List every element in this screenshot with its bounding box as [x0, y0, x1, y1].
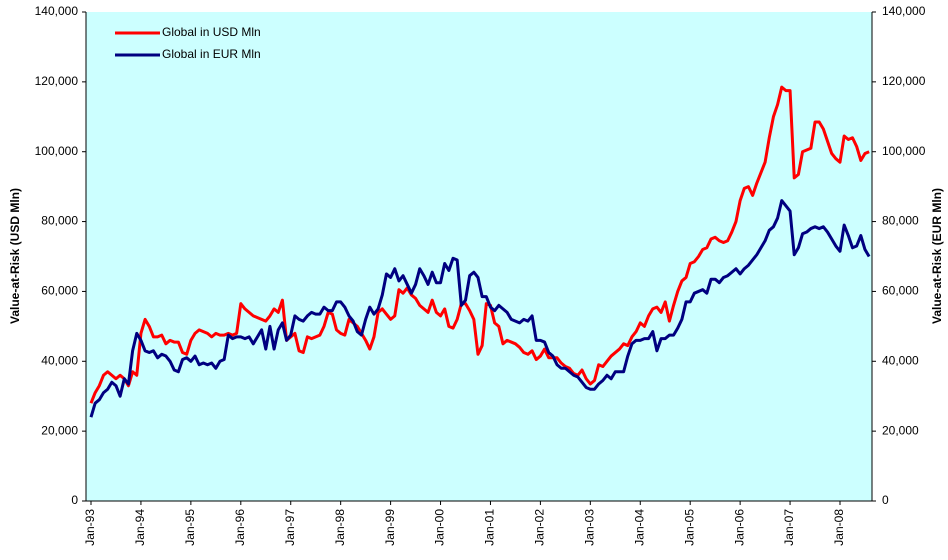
series-line [89, 199, 871, 418]
x-tick-label: Jan-95 [183, 509, 197, 546]
y-tick-label: 100,000 [35, 144, 79, 158]
x-tick-label: Jan-94 [133, 509, 147, 546]
y2-axis-label: Value-at-Risk (EUR Mln) [930, 188, 944, 324]
y-tick-label: 120,000 [35, 74, 79, 88]
x-tick-label: Jan-97 [283, 509, 297, 546]
legend-label: Global in USD Mln [162, 25, 261, 39]
x-tick-label: Jan-99 [383, 509, 397, 546]
x-tick-label: Jan-93 [83, 509, 97, 546]
y2-tick-label: 120,000 [882, 74, 926, 88]
y2-tick-label: 60,000 [882, 284, 919, 298]
x-tick-label: Jan-07 [782, 509, 796, 546]
y-tick-label: 40,000 [41, 353, 78, 367]
x-tick-label: Jan-08 [832, 509, 846, 546]
series-line [89, 85, 870, 404]
plot-area [86, 12, 872, 501]
y-tick-label: 0 [71, 493, 78, 507]
x-tick-label: Jan-02 [533, 509, 547, 546]
y-tick-label: 20,000 [41, 423, 78, 437]
y2-tick-label: 20,000 [882, 423, 919, 437]
x-tick-label: Jan-96 [233, 509, 247, 546]
x-tick-label: Jan-03 [583, 509, 597, 546]
x-tick-label: Jan-06 [732, 509, 746, 546]
y2-tick-label: 100,000 [882, 144, 926, 158]
y-tick-label: 140,000 [35, 4, 79, 18]
x-tick-label: Jan-01 [483, 509, 497, 546]
legend-label: Global in EUR Mln [162, 47, 261, 61]
y2-tick-label: 140,000 [882, 4, 926, 18]
x-tick-label: Jan-98 [333, 509, 347, 546]
x-tick-label: Jan-04 [632, 509, 646, 546]
y2-tick-label: 80,000 [882, 214, 919, 228]
y2-tick-label: 0 [882, 493, 889, 507]
y-tick-label: 60,000 [41, 284, 78, 298]
y2-tick-label: 40,000 [882, 353, 919, 367]
x-tick-label: Jan-05 [682, 509, 696, 546]
y-axis-label: Value-at-Risk (USD Mln) [8, 188, 22, 324]
y-tick-label: 80,000 [41, 214, 78, 228]
x-tick-label: Jan-00 [433, 509, 447, 546]
